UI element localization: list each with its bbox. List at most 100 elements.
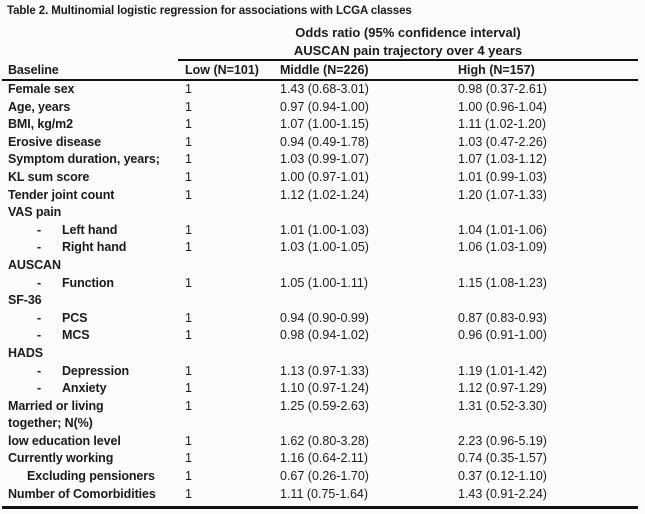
odds-cell-high: 1.01 (0.99-1.03) [458, 169, 547, 184]
dash-bullet: - [37, 275, 42, 290]
section-label: VAS pain [8, 205, 62, 220]
odds-cell-high: 0.74 (0.35-1.57) [458, 451, 547, 466]
row-label-text: MCS [62, 328, 90, 343]
odds-cell-high: 2.23 (0.96-5.19) [458, 433, 547, 448]
odds-cell-low: 1 [185, 169, 192, 184]
row-label-line2: together; N(%) [8, 416, 93, 431]
table-row: low education level 1 1.62 (0.80-3.28) 2… [0, 433, 645, 451]
section-row: SF-36 [0, 292, 645, 310]
row-label: Number of Comorbidities [8, 486, 156, 501]
odds-cell-low: 1 [185, 363, 192, 378]
odds-cell-middle: 1.00 (0.97-1.01) [280, 169, 369, 184]
row-label-text: PCS [62, 310, 88, 325]
row-label: - Left hand [8, 222, 185, 240]
odds-cell-high: 1.15 (1.08-1.23) [458, 275, 547, 290]
section-row: AUSCAN [0, 257, 645, 275]
row-label: low education level [8, 433, 121, 448]
table-row: Female sex 1 1.43 (0.68-3.01) 0.98 (0.37… [0, 81, 645, 99]
table-row: Excluding pensioners 1 0.67 (0.26-1.70) … [0, 468, 645, 486]
odds-cell-middle: 0.97 (0.94-1.00) [280, 99, 369, 114]
odds-cell-middle: 1.03 (0.99-1.07) [280, 152, 369, 167]
odds-cell-high: 1.07 (1.03-1.12) [458, 152, 547, 167]
odds-cell-high: 1.43 (0.91-2.24) [458, 486, 547, 501]
row-label: - MCS [8, 327, 185, 345]
table-row: - Left hand 1 1.01 (1.00-1.03) 1.04 (1.01… [0, 222, 645, 240]
column-header-baseline: Baseline [8, 63, 59, 77]
odds-cell-middle: 0.98 (0.94-1.02) [280, 328, 369, 343]
row-label-text: Left hand [62, 222, 118, 237]
odds-cell-low: 1 [185, 328, 192, 343]
row-label: - Function [8, 275, 185, 293]
dash-bullet: - [37, 310, 42, 325]
table-row: - Depression 1 1.13 (0.97-1.33) 1.19 (1.0… [0, 363, 645, 381]
row-label: Married or living together; N(%) [8, 398, 185, 433]
odds-cell-high: 0.98 (0.37-2.61) [458, 82, 547, 96]
odds-cell-low: 1 [185, 117, 192, 132]
odds-cell-high: 0.37 (0.12-1.10) [458, 469, 547, 484]
odds-cell-high: 1.12 (0.97-1.29) [458, 381, 547, 396]
odds-cell-middle: 1.43 (0.68-3.01) [280, 82, 369, 96]
dash-bullet: - [37, 222, 42, 237]
odds-cell-high: 1.04 (1.01-1.06) [458, 222, 547, 237]
column-header-low: Low (N=101) [185, 63, 259, 77]
odds-cell-low: 1 [185, 275, 192, 290]
odds-cell-high: 1.06 (1.03-1.09) [458, 240, 547, 255]
table-header-row: Baseline Low (N=101) Middle (N=226) High… [0, 61, 645, 79]
dash-bullet: - [37, 240, 42, 255]
row-label: Female sex [8, 82, 75, 96]
section-label: SF-36 [8, 293, 42, 308]
odds-cell-middle: 0.94 (0.90-0.99) [280, 310, 369, 325]
section-label: HADS [8, 345, 44, 360]
odds-cell-middle: 1.62 (0.80-3.28) [280, 433, 369, 448]
table-row: Tender joint count 1 1.12 (1.02-1.24) 1.… [0, 187, 645, 205]
odds-cell-low: 1 [185, 187, 192, 202]
odds-cell-middle: 1.10 (0.97-1.24) [280, 381, 369, 396]
odds-cell-high: 1.11 (1.02-1.20) [458, 117, 547, 132]
column-header-high: High (N=157) [458, 63, 535, 77]
row-label: - Depression [8, 363, 185, 381]
odds-cell-low: 1 [185, 222, 192, 237]
odds-cell-high: 0.96 (0.91-1.00) [458, 328, 547, 343]
table-title: Table 2. Multinomial logistic regression… [7, 5, 412, 17]
odds-cell-low: 1 [185, 240, 192, 255]
odds-cell-middle: 1.05 (1.00-1.11) [280, 275, 369, 290]
odds-cell-low: 1 [185, 99, 192, 114]
odds-cell-high: 1.00 (0.96-1.04) [458, 99, 547, 114]
row-label: - Anxiety [8, 380, 185, 398]
table-row: Age, years 1 0.97 (0.94-1.00) 1.00 (0.96… [0, 99, 645, 117]
row-label: - PCS [8, 310, 185, 328]
table-row: Number of Comorbidities 1 1.11 (0.75-1.6… [0, 486, 645, 504]
odds-cell-high: 1.03 (0.47-2.26) [458, 134, 547, 149]
section-row: HADS [0, 345, 645, 363]
table-row: Symptom duration, years; 1 1.03 (0.99-1.… [0, 151, 645, 169]
row-label-text: Right hand [62, 240, 127, 255]
table-row: Married or living together; N(%) 1 1.25 (… [0, 398, 645, 433]
table-row: Erosive disease 1 0.94 (0.49-1.78) 1.03 … [0, 134, 645, 152]
odds-cell-low: 1 [185, 381, 192, 396]
row-label: BMI, kg/m2 [8, 117, 73, 132]
odds-cell-low: 1 [185, 152, 192, 167]
row-label: KL sum score [8, 169, 90, 184]
column-spanner-heading: Odds ratio (95% confidence interval) AUS… [178, 24, 638, 60]
row-label-text: Anxiety [62, 381, 107, 396]
dash-bullet: - [37, 363, 42, 378]
table-row: BMI, kg/m2 1 1.07 (1.00-1.15) 1.11 (1.02… [0, 116, 645, 134]
odds-cell-middle: 1.25 (0.59-2.63) [280, 398, 369, 413]
row-label-text: Depression [62, 363, 130, 378]
row-label: Currently working [8, 451, 114, 466]
odds-cell-middle: 1.13 (0.97-1.33) [280, 363, 369, 378]
row-label-line1: Married or living [8, 398, 104, 413]
dash-bullet: - [37, 381, 42, 396]
odds-cell-low: 1 [185, 310, 192, 325]
odds-cell-low: 1 [185, 134, 192, 149]
header-rule [2, 79, 638, 81]
odds-cell-middle: 1.12 (1.02-1.24) [280, 187, 369, 202]
bottom-rule [2, 506, 638, 509]
table-row: - PCS 1 0.94 (0.90-0.99) 0.87 (0.83-0.93) [0, 310, 645, 328]
odds-cell-low: 1 [185, 398, 192, 413]
row-label: Symptom duration, years; [8, 152, 160, 167]
table-row: KL sum score 1 1.00 (0.97-1.01) 1.01 (0.… [0, 169, 645, 187]
row-label: Erosive disease [8, 134, 102, 149]
row-label: Excluding pensioners [27, 469, 155, 484]
